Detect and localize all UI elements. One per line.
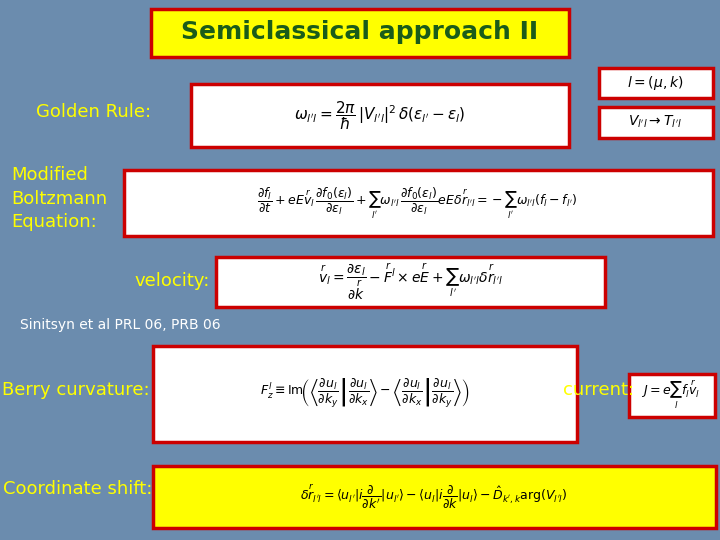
Text: $\delta\overset{r}{r}_{l'l} = \langle u_{l'}|i\dfrac{\partial}{\partial k'}|u_{l: $\delta\overset{r}{r}_{l'l} = \langle u_… [300, 482, 567, 511]
Text: velocity:: velocity: [135, 272, 210, 290]
FancyBboxPatch shape [151, 9, 569, 57]
FancyBboxPatch shape [153, 346, 577, 442]
Text: $J = e\sum_l f_l \overset{r}{v}_l$: $J = e\sum_l f_l \overset{r}{v}_l$ [642, 379, 701, 411]
FancyBboxPatch shape [153, 466, 716, 528]
Text: Berry curvature:: Berry curvature: [1, 381, 150, 399]
Text: $\overset{r}{v}_l = \dfrac{\partial \varepsilon_l}{\partial \overset{r}{k}} - \o: $\overset{r}{v}_l = \dfrac{\partial \var… [318, 261, 503, 302]
Text: $l = (\mu, k)$: $l = (\mu, k)$ [627, 73, 683, 92]
Text: Golden Rule:: Golden Rule: [36, 103, 151, 122]
Text: Coordinate shift:: Coordinate shift: [3, 480, 153, 498]
Text: Semiclassical approach II: Semiclassical approach II [181, 21, 539, 44]
Text: Modified
Boltzmann
Equation:: Modified Boltzmann Equation: [11, 166, 107, 231]
FancyBboxPatch shape [629, 374, 715, 417]
Text: $V_{l'l} \rightarrow T_{l'l}$: $V_{l'l} \rightarrow T_{l'l}$ [629, 114, 682, 130]
FancyBboxPatch shape [216, 257, 605, 307]
Text: current:: current: [564, 381, 634, 399]
FancyBboxPatch shape [599, 107, 713, 138]
Text: $\dfrac{\partial f_l}{\partial t} + eE\overset{r}{v}_l\,\dfrac{\partial f_0(\var: $\dfrac{\partial f_l}{\partial t} + eE\o… [257, 185, 578, 221]
FancyBboxPatch shape [124, 170, 713, 236]
FancyBboxPatch shape [599, 68, 713, 98]
Text: $\omega_{l'l} = \dfrac{2\pi}{\hbar}\,|V_{l'l}|^2\,\delta(\varepsilon_{l'}-\varep: $\omega_{l'l} = \dfrac{2\pi}{\hbar}\,|V_… [294, 99, 465, 132]
Text: $F^l_z \equiv \mathrm{Im}\!\left(\left\langle\dfrac{\partial u_l}{\partial k_y}\: $F^l_z \equiv \mathrm{Im}\!\left(\left\l… [259, 376, 469, 410]
Text: Sinitsyn et al PRL 06, PRB 06: Sinitsyn et al PRL 06, PRB 06 [20, 318, 221, 332]
FancyBboxPatch shape [191, 84, 569, 147]
